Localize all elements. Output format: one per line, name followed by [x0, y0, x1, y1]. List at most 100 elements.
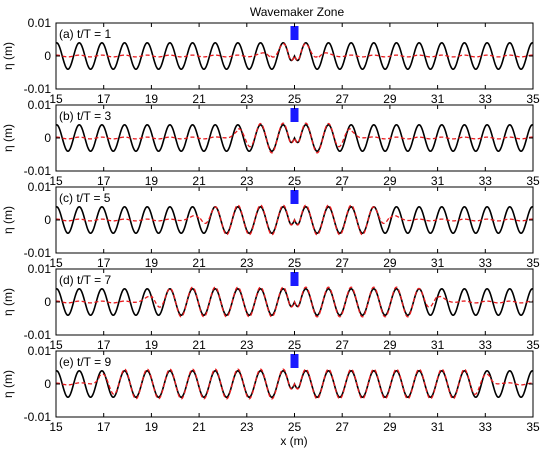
panel-e: 15 17 19 21 23 25 27 29 31 33 35 0.01 0 -0.01 η (m) (e)… [1, 344, 540, 434]
x-tick-label: 25 [288, 338, 302, 352]
y-axis-label: η (m) [1, 288, 15, 316]
x-tick-label: 17 [97, 420, 111, 434]
wavemaker-marker [290, 108, 299, 122]
x-tick-label: 17 [97, 338, 111, 352]
generated-wave-line [56, 204, 533, 236]
wavemaker-marker [290, 190, 299, 204]
y-tick-label: -0.01 [24, 164, 52, 178]
y-tick-label: 0 [44, 377, 51, 391]
x-tick-label: 33 [479, 420, 493, 434]
y-tick-label: 0.01 [28, 180, 52, 194]
x-tick-label: 21 [192, 174, 206, 188]
x-tick-label: 35 [526, 338, 540, 352]
y-axis-label: η (m) [1, 124, 15, 152]
x-tick-label: 35 [526, 174, 540, 188]
panel-label: (c) t/T = 5 [59, 191, 111, 205]
y-tick-label: 0.01 [28, 262, 52, 276]
x-tick-label: 27 [336, 420, 350, 434]
x-axis-label: x (m) [280, 434, 307, 448]
y-tick-label: 0 [44, 295, 51, 309]
x-tick-label: 19 [145, 174, 159, 188]
y-axis-label: η (m) [1, 42, 15, 70]
x-tick-label: 17 [97, 256, 111, 270]
y-tick-label: 0.01 [28, 16, 52, 30]
x-tick-label: 19 [145, 420, 159, 434]
wavemaker-marker [290, 26, 299, 40]
wavemaker-zone-title: Wavemaker Zone [250, 5, 345, 19]
x-tick-label: 27 [336, 256, 350, 270]
panel-label: (e) t/T = 9 [59, 355, 111, 369]
y-tick-label: -0.01 [24, 328, 52, 342]
x-tick-label: 19 [145, 338, 159, 352]
x-tick-label: 15 [49, 256, 63, 270]
x-tick-label: 35 [526, 92, 540, 106]
generated-wave-line [56, 43, 533, 61]
x-tick-label: 35 [526, 256, 540, 270]
x-tick-label: 31 [431, 420, 445, 434]
x-tick-label: 33 [479, 92, 493, 106]
target-wave-line [56, 123, 533, 153]
x-tick-label: 21 [192, 420, 206, 434]
x-tick-label: 21 [192, 338, 206, 352]
x-tick-label: 25 [288, 420, 302, 434]
x-tick-label: 23 [240, 174, 254, 188]
x-tick-label: 15 [49, 174, 63, 188]
x-tick-label: 15 [49, 338, 63, 352]
panel-c: 15 17 19 21 23 25 27 29 31 33 35 0.01 0 -0.01 η (m) (c)… [1, 180, 540, 270]
panels: 15 17 19 21 23 25 27 29 31 33 35 0.01 0 -0.01 η (m) (a)… [1, 16, 540, 434]
x-tick-label: 29 [383, 174, 397, 188]
panel-d: 15 17 19 21 23 25 27 29 31 33 35 0.01 0 -0.01 η (m) (d)… [1, 262, 540, 352]
x-tick-label: 23 [240, 338, 254, 352]
wavemaker-marker [290, 272, 299, 286]
y-axis-label: η (m) [1, 370, 15, 398]
x-tick-label: 27 [336, 92, 350, 106]
x-tick-label: 25 [288, 92, 302, 106]
y-tick-label: -0.01 [24, 82, 52, 96]
x-tick-label: 33 [479, 174, 493, 188]
panel-a: 15 17 19 21 23 25 27 29 31 33 35 0.01 0 -0.01 η (m) (a)… [1, 16, 540, 106]
y-tick-label: 0.01 [28, 98, 52, 112]
y-tick-label: 0 [44, 49, 51, 63]
x-tick-label: 27 [336, 338, 350, 352]
x-tick-label: 35 [526, 420, 540, 434]
x-tick-label: 23 [240, 420, 254, 434]
generated-wave-line [56, 286, 533, 318]
x-tick-label: 29 [383, 420, 397, 434]
generated-wave-line [56, 122, 533, 154]
x-tick-label: 23 [240, 92, 254, 106]
panel-label: (b) t/T = 3 [59, 109, 111, 123]
x-tick-label: 17 [97, 174, 111, 188]
y-tick-label: 0.01 [28, 344, 52, 358]
x-tick-label: 19 [145, 256, 159, 270]
y-axis-label: η (m) [1, 206, 15, 234]
x-tick-label: 21 [192, 92, 206, 106]
x-tick-label: 29 [383, 256, 397, 270]
y-tick-label: 0 [44, 131, 51, 145]
target-wave-line [56, 41, 533, 71]
x-tick-label: 23 [240, 256, 254, 270]
x-tick-label: 19 [145, 92, 159, 106]
y-tick-label: 0 [44, 213, 51, 227]
x-tick-label: 31 [431, 256, 445, 270]
panel-label: (d) t/T = 7 [59, 273, 111, 287]
x-tick-label: 29 [383, 338, 397, 352]
x-tick-label: 21 [192, 256, 206, 270]
y-tick-label: -0.01 [24, 246, 52, 260]
wavemaker-marker [290, 354, 299, 368]
x-tick-label: 33 [479, 338, 493, 352]
x-tick-label: 33 [479, 256, 493, 270]
panel-b: 15 17 19 21 23 25 27 29 31 33 35 0.01 0 -0.01 η (m) (b)… [1, 98, 540, 188]
x-tick-label: 31 [431, 174, 445, 188]
x-tick-label: 27 [336, 174, 350, 188]
panel-label: (a) t/T = 1 [59, 27, 111, 41]
x-tick-label: 25 [288, 174, 302, 188]
x-tick-label: 29 [383, 92, 397, 106]
x-tick-label: 31 [431, 338, 445, 352]
x-tick-label: 25 [288, 256, 302, 270]
x-tick-label: 31 [431, 92, 445, 106]
x-tick-label: 15 [49, 92, 63, 106]
y-tick-label: -0.01 [24, 410, 52, 424]
x-tick-label: 15 [49, 420, 63, 434]
generated-wave-line [56, 368, 533, 400]
